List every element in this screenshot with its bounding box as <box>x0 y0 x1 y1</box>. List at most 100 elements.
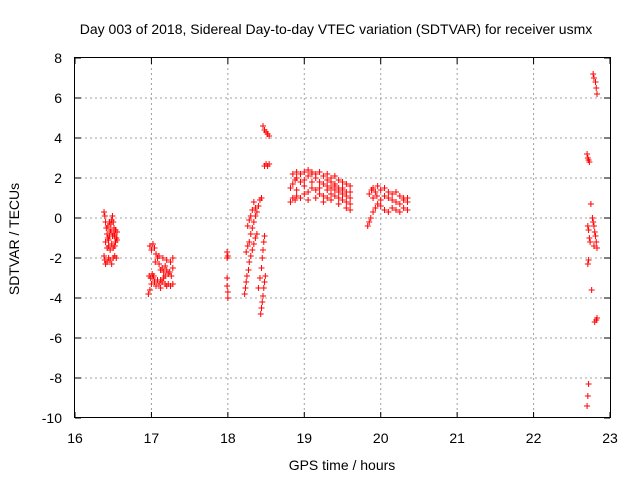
data-point <box>594 315 601 321</box>
data-point <box>370 209 377 215</box>
data-point <box>250 219 257 225</box>
data-point <box>157 277 164 283</box>
data-point <box>255 203 262 209</box>
data-point <box>101 253 108 259</box>
data-point <box>587 239 594 245</box>
data-point <box>591 229 598 235</box>
data-point <box>385 189 392 195</box>
data-point <box>293 169 300 175</box>
data-point <box>156 253 163 259</box>
y-tick-label: -8 <box>50 370 63 386</box>
data-point <box>107 229 114 235</box>
data-point <box>169 255 176 261</box>
data-point <box>593 85 600 91</box>
data-point <box>335 177 342 183</box>
data-point <box>159 255 166 261</box>
data-point <box>389 197 396 203</box>
data-point <box>316 185 323 191</box>
data-point <box>592 233 599 239</box>
data-point <box>249 207 256 213</box>
data-point <box>151 279 158 285</box>
data-point <box>105 243 112 249</box>
data-point <box>148 281 155 287</box>
data-point <box>347 183 354 189</box>
data-point <box>400 197 407 203</box>
data-point <box>400 205 407 211</box>
data-point <box>169 265 176 271</box>
data-point <box>153 283 160 289</box>
data-point <box>106 219 113 225</box>
data-point <box>151 245 158 251</box>
data-point <box>372 205 379 211</box>
data-point <box>308 185 315 191</box>
data-point <box>252 205 259 211</box>
data-point <box>113 255 120 261</box>
data-point <box>247 213 254 219</box>
data-point <box>312 187 319 193</box>
data-point <box>586 235 593 241</box>
data-point <box>246 217 253 223</box>
y-tick-label: 6 <box>54 90 62 106</box>
data-point <box>297 195 304 201</box>
x-tick-label: 22 <box>526 430 542 446</box>
data-point <box>242 285 249 291</box>
data-point <box>374 183 381 189</box>
data-point <box>589 215 596 221</box>
data-point <box>343 181 350 187</box>
data-point <box>287 185 294 191</box>
chart-title: Day 003 of 2018, Sidereal Day-to-day VTE… <box>80 21 593 37</box>
data-point <box>585 227 592 233</box>
data-point <box>320 181 327 187</box>
data-point <box>320 199 327 205</box>
data-point <box>163 267 170 273</box>
data-point <box>320 193 327 199</box>
data-point <box>339 179 346 185</box>
data-point <box>584 393 591 399</box>
data-point <box>102 239 109 245</box>
data-point <box>381 185 388 191</box>
data-point <box>159 265 166 271</box>
data-point <box>366 219 373 225</box>
data-point <box>377 203 384 209</box>
data-point <box>404 207 411 213</box>
data-point <box>335 201 342 207</box>
data-point <box>367 215 374 221</box>
data-point <box>305 197 312 203</box>
data-point <box>301 183 308 189</box>
data-point <box>167 259 174 265</box>
data-point <box>108 261 115 267</box>
data-point <box>244 223 251 229</box>
data-point <box>260 123 267 129</box>
y-tick-label: -6 <box>50 330 63 346</box>
data-point <box>385 209 392 215</box>
data-point <box>590 243 597 249</box>
x-tick-label: 20 <box>373 430 389 446</box>
data-point <box>104 223 111 229</box>
data-point <box>585 381 592 387</box>
data-point <box>101 209 108 215</box>
data-point <box>324 177 331 183</box>
plot-frame <box>74 57 611 418</box>
data-point <box>377 197 384 203</box>
grid-lines <box>75 58 610 418</box>
data-point <box>145 291 152 297</box>
data-point <box>594 91 601 97</box>
tick-labels: 16 17 18 19 20 21 22 23 -10 -8 -6 -4 -2 0 2 4 6 8 <box>42 50 618 446</box>
data-point <box>108 241 115 247</box>
data-point <box>308 179 315 185</box>
data-point <box>243 249 250 255</box>
data-point <box>247 231 254 237</box>
data-point <box>331 183 338 189</box>
data-point <box>343 189 350 195</box>
data-point <box>109 213 116 219</box>
data-point <box>308 169 315 175</box>
data-point <box>112 227 119 233</box>
data-point <box>148 247 155 253</box>
data-point <box>243 273 250 279</box>
data-point <box>312 195 319 201</box>
data-point <box>316 169 323 175</box>
data-point <box>105 237 112 243</box>
data-point <box>593 239 600 245</box>
data-point <box>301 177 308 183</box>
